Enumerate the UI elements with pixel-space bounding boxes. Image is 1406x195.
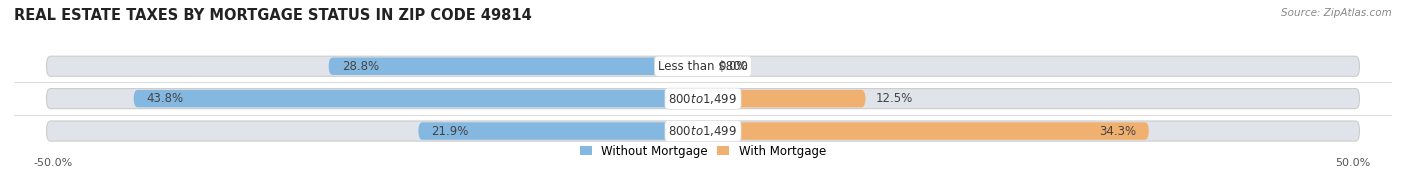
Text: 34.3%: 34.3% (1098, 125, 1136, 137)
FancyBboxPatch shape (419, 122, 703, 140)
FancyBboxPatch shape (703, 90, 866, 107)
FancyBboxPatch shape (134, 90, 703, 107)
Text: 0.0%: 0.0% (718, 60, 748, 73)
Legend: Without Mortgage, With Mortgage: Without Mortgage, With Mortgage (575, 140, 831, 163)
FancyBboxPatch shape (46, 121, 1360, 141)
FancyBboxPatch shape (46, 56, 1360, 76)
Text: 21.9%: 21.9% (432, 125, 468, 137)
Text: REAL ESTATE TAXES BY MORTGAGE STATUS IN ZIP CODE 49814: REAL ESTATE TAXES BY MORTGAGE STATUS IN … (14, 8, 531, 23)
Text: 12.5%: 12.5% (876, 92, 912, 105)
Text: $800 to $1,499: $800 to $1,499 (668, 92, 738, 106)
Text: 43.8%: 43.8% (146, 92, 184, 105)
Text: 28.8%: 28.8% (342, 60, 378, 73)
Text: Less than $800: Less than $800 (658, 60, 748, 73)
FancyBboxPatch shape (703, 122, 1149, 140)
FancyBboxPatch shape (46, 89, 1360, 109)
FancyBboxPatch shape (329, 58, 703, 75)
Text: $800 to $1,499: $800 to $1,499 (668, 124, 738, 138)
Text: Source: ZipAtlas.com: Source: ZipAtlas.com (1281, 8, 1392, 18)
